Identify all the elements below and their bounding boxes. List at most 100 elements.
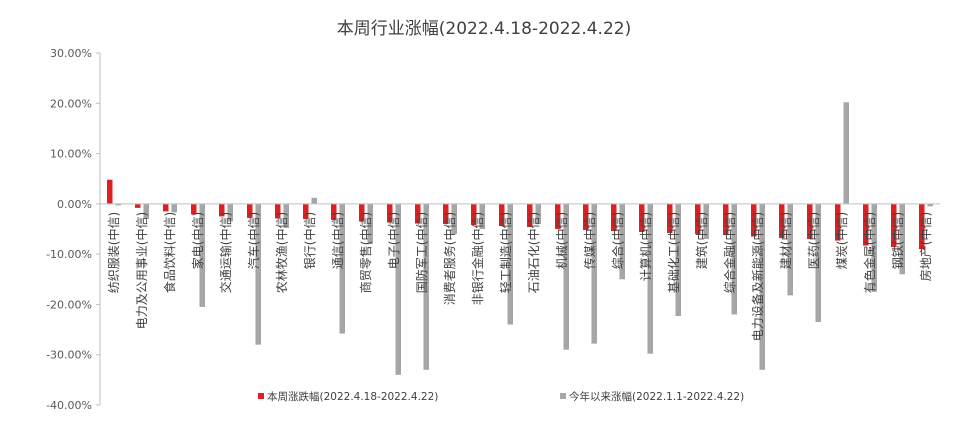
bar-ytd-change bbox=[339, 203, 345, 334]
bar-weekly-change bbox=[415, 203, 421, 224]
bar-ytd-change bbox=[283, 203, 289, 228]
y-axis: 30.00% 20.00% 10.00% 0.00% -10.00% -20.00% -30… bbox=[46, 47, 101, 412]
bar-ytd-change bbox=[703, 203, 709, 240]
x-tick-label: 计算机(中信) bbox=[638, 212, 653, 281]
y-tick-label: -30.00% bbox=[46, 349, 92, 362]
bar-ytd-change bbox=[171, 203, 177, 213]
legend-label-series-2: 今年以来涨幅(2022.1.1-2022.4.22) bbox=[569, 390, 744, 403]
bar-weekly-change bbox=[583, 203, 589, 231]
y-tick-label: -20.00% bbox=[46, 298, 92, 311]
x-tick-label: 房地产(中信) bbox=[918, 212, 933, 281]
x-tick-label: 医药(中信) bbox=[806, 212, 821, 269]
bar-weekly-change bbox=[527, 203, 533, 227]
bar-ytd-change bbox=[535, 203, 541, 224]
bar-ytd-change bbox=[563, 203, 569, 350]
bar-ytd-change bbox=[591, 203, 597, 344]
bar-ytd-change bbox=[871, 203, 877, 292]
legend-swatch-series-2 bbox=[560, 393, 566, 399]
x-tick-label: 纺织服装(中信) bbox=[106, 212, 121, 293]
bar-weekly-change bbox=[639, 203, 645, 233]
bar-weekly-change bbox=[667, 203, 673, 234]
x-tick-label: 钢铁(中信) bbox=[890, 212, 905, 269]
bar-ytd-change bbox=[255, 203, 261, 345]
bar-weekly-change bbox=[443, 203, 449, 224]
x-tick-label: 食品饮料(中信) bbox=[162, 212, 177, 293]
bar-ytd-change bbox=[423, 203, 429, 370]
bar-ytd-change bbox=[199, 203, 205, 307]
x-tick-label: 电力设备及新能源(中信) bbox=[750, 212, 765, 341]
x-tick-label: 非银行金融(中信) bbox=[470, 212, 485, 305]
y-tick-label: -10.00% bbox=[46, 248, 92, 261]
bar-weekly-change bbox=[555, 203, 561, 229]
x-tick-label: 通信(中信) bbox=[330, 212, 345, 269]
bar-weekly-change bbox=[471, 203, 477, 225]
bar-weekly-change bbox=[163, 203, 169, 212]
bar-weekly-change bbox=[919, 203, 925, 250]
x-tick-label: 商贸零售(中信) bbox=[358, 212, 373, 293]
bar-ytd-change bbox=[759, 203, 765, 370]
bar-weekly-change bbox=[863, 203, 869, 246]
bar-ytd-change bbox=[843, 102, 849, 204]
x-tick-label: 建材(中信) bbox=[778, 212, 793, 269]
bar-weekly-change bbox=[835, 203, 841, 241]
bars bbox=[107, 102, 933, 375]
x-tick-label: 电力及公用事业(中信) bbox=[134, 212, 149, 329]
bar-weekly-change bbox=[303, 203, 309, 219]
bar-ytd-change bbox=[787, 203, 793, 296]
bar-weekly-change bbox=[891, 203, 897, 248]
x-tick-label: 基础化工(中信) bbox=[666, 212, 681, 293]
bar-ytd-change bbox=[115, 203, 121, 206]
x-tick-label: 电子(中信) bbox=[386, 212, 401, 269]
legend: 本周涨跌幅(2022.4.18-2022.4.22) 今年以来涨幅(2022.1… bbox=[258, 390, 744, 403]
bar-ytd-change bbox=[479, 203, 485, 229]
x-tick-label: 国防军工(中信) bbox=[414, 212, 429, 293]
chart-title: 本周行业涨幅(2022.4.18-2022.4.22) bbox=[337, 19, 631, 39]
bar-weekly-change bbox=[611, 203, 617, 232]
x-tick-label: 石油石化(中信) bbox=[526, 212, 541, 293]
bar-weekly-change bbox=[219, 203, 225, 217]
x-tick-label: 煤炭(中信) bbox=[834, 212, 849, 269]
bar-ytd-change bbox=[731, 203, 737, 315]
bar-ytd-change bbox=[619, 203, 625, 280]
y-tick-label: 30.00% bbox=[50, 47, 92, 60]
x-tick-label: 建筑(中信) bbox=[694, 212, 709, 269]
y-tick-label: 0.00% bbox=[57, 198, 92, 211]
bar-ytd-change bbox=[507, 203, 513, 325]
x-tick-label: 家电(中信) bbox=[190, 212, 205, 269]
legend-label-series-1: 本周涨跌幅(2022.4.18-2022.4.22) bbox=[267, 390, 438, 403]
x-tick-label: 消费者服务(中信) bbox=[442, 212, 457, 305]
x-axis: 纺织服装(中信) 电力及公用事业(中信) 食品饮料(中信) 家电(中信) 交通运输(中信… bbox=[100, 203, 940, 341]
bar-ytd-change bbox=[311, 197, 317, 204]
bar-ytd-change bbox=[647, 203, 653, 354]
x-tick-label: 银行(中信) bbox=[302, 212, 317, 269]
bar-ytd-change bbox=[227, 203, 233, 222]
bar-ytd-change bbox=[815, 203, 821, 323]
y-tick-label: -40.00% bbox=[46, 399, 92, 412]
x-tick-label: 有色金属(中信) bbox=[862, 212, 877, 293]
bar-weekly-change bbox=[751, 203, 757, 237]
bar-weekly-change bbox=[107, 179, 113, 204]
x-tick-label: 机械(中信) bbox=[554, 212, 569, 269]
bar-ytd-change bbox=[395, 203, 401, 375]
bar-weekly-change bbox=[499, 203, 505, 226]
bar-ytd-change bbox=[899, 203, 905, 275]
bar-ytd-change bbox=[451, 203, 457, 235]
bar-ytd-change bbox=[675, 203, 681, 316]
x-tick-label: 传媒(中信) bbox=[582, 212, 597, 269]
x-tick-label: 综合金融(中信) bbox=[722, 212, 737, 293]
bar-weekly-change bbox=[331, 203, 337, 220]
x-tick-label: 农林牧渔(中信) bbox=[274, 212, 289, 293]
bar-weekly-change bbox=[723, 203, 729, 236]
bar-weekly-change bbox=[247, 203, 253, 218]
bar-ytd-change bbox=[927, 203, 933, 207]
x-tick-label: 轻工制造(中信) bbox=[498, 212, 513, 293]
bar-weekly-change bbox=[191, 203, 197, 215]
bar-weekly-change bbox=[387, 203, 393, 223]
legend-swatch-series-1 bbox=[258, 393, 264, 399]
bar-weekly-change bbox=[135, 203, 141, 208]
bar-weekly-change bbox=[807, 203, 813, 240]
bar-weekly-change bbox=[695, 203, 701, 235]
bar-ytd-change bbox=[367, 203, 373, 245]
y-tick-label: 10.00% bbox=[50, 148, 92, 161]
